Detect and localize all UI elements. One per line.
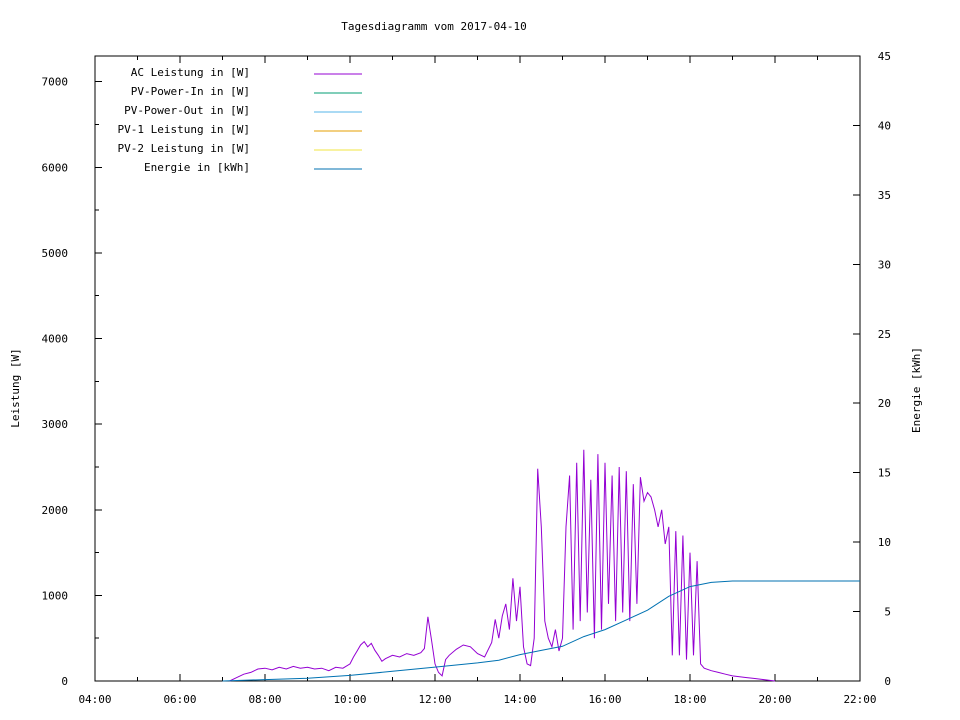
- x-tick-label: 22:00: [843, 693, 876, 706]
- series-line-6: [222, 580, 860, 682]
- y2-tick-label: 30: [878, 258, 891, 271]
- y2-tick-label: 10: [878, 536, 891, 549]
- y-tick-label: 5000: [42, 247, 69, 260]
- y-tick-label: 1000: [42, 589, 69, 602]
- legend-label: PV-Power-Out in [W]: [124, 104, 250, 117]
- y2-tick-label: 40: [878, 119, 891, 132]
- y-tick-label: 4000: [42, 333, 69, 346]
- x-tick-label: 10:00: [333, 693, 366, 706]
- x-tick-label: 08:00: [248, 693, 281, 706]
- axis-labels: Leistung [W] Energie [kWh]: [9, 347, 923, 433]
- x-tick-label: 20:00: [758, 693, 791, 706]
- y-tick-label: 7000: [42, 76, 69, 89]
- y-axis-label: Leistung [W]: [9, 348, 22, 427]
- y2-tick-label: 0: [884, 675, 891, 688]
- legend-label: PV-2 Leistung in [W]: [118, 142, 250, 155]
- y2-tick-label: 35: [878, 189, 891, 202]
- y-tick-label: 2000: [42, 504, 69, 517]
- legend-label: AC Leistung in [W]: [131, 66, 250, 79]
- y2-tick-label: 20: [878, 397, 891, 410]
- y2-axis-label: Energie [kWh]: [910, 347, 923, 433]
- y-tick-label: 0: [61, 675, 68, 688]
- y2-tick-label: 5: [884, 606, 891, 619]
- y-tick-label: 3000: [42, 418, 69, 431]
- x-tick-label: 06:00: [163, 693, 196, 706]
- y2-tick-label: 45: [878, 50, 891, 63]
- y2-tick-label: 25: [878, 328, 891, 341]
- legend-label: PV-1 Leistung in [W]: [118, 123, 250, 136]
- series-line-1: [229, 449, 776, 682]
- y-tick-label: 6000: [42, 161, 69, 174]
- x-tick-label: 12:00: [418, 693, 451, 706]
- legend-label: PV-Power-In in [W]: [131, 85, 250, 98]
- legend-label: Energie in [kWh]: [144, 161, 250, 174]
- legend: AC Leistung in [W] PV-Power-In in [W] PV-P…: [118, 66, 362, 174]
- series-lines: [222, 449, 860, 682]
- axis-ticks: 04:00 06:00 08:00 10:00 12:00 14:00 16:00 18:00…: [42, 50, 892, 706]
- chart-title: Tagesdiagramm vom 2017-04-10: [341, 20, 526, 33]
- y2-tick-label: 15: [878, 467, 891, 480]
- x-tick-label: 16:00: [588, 693, 621, 706]
- x-tick-label: 04:00: [78, 693, 111, 706]
- x-tick-label: 14:00: [503, 693, 536, 706]
- x-tick-label: 18:00: [673, 693, 706, 706]
